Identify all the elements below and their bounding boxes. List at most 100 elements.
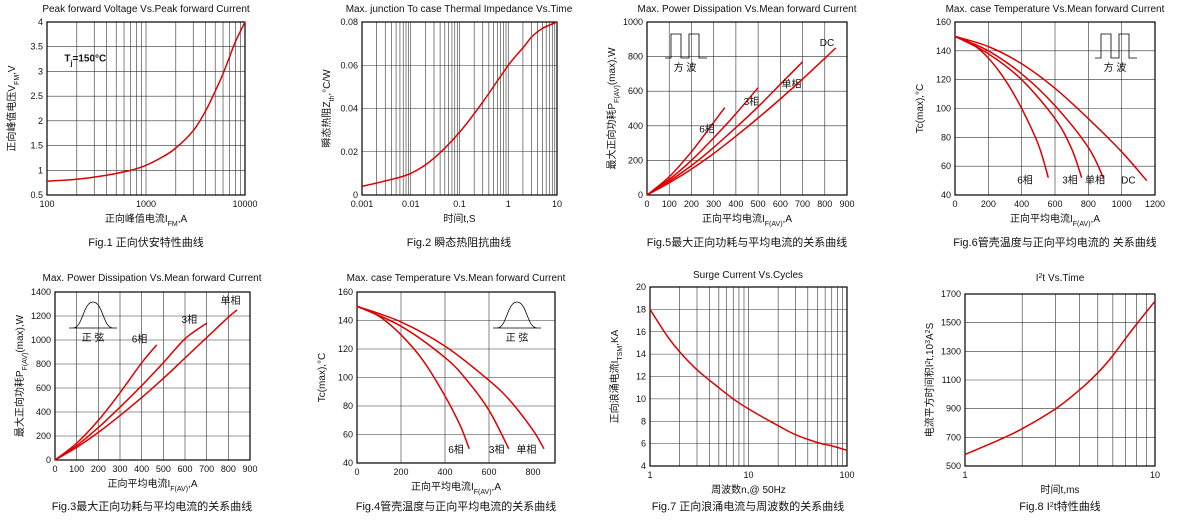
y-tick-label: 600: [36, 383, 51, 393]
y-tick-label: 3: [38, 66, 43, 76]
y-axis-label: 正向峰值电压VFM,V: [5, 65, 21, 152]
temperature-annotation: Tj=150°C: [64, 54, 106, 68]
sine-wave-icon: [69, 301, 117, 329]
plot-frame: [54, 291, 251, 461]
chart-title: Peak forward Voltage Vs.Peak forward Cur…: [42, 4, 250, 15]
series-line-1: [646, 87, 759, 196]
x-tick-label: 0.1: [453, 199, 466, 209]
x-tick-label: 700: [795, 199, 810, 209]
y-tick-label: 500: [946, 461, 961, 471]
y-tick-label: 2: [38, 116, 43, 126]
x-tick-label: 0.01: [402, 199, 420, 209]
waveform-label: 正 弦: [506, 331, 529, 344]
x-tick-label: 10: [1150, 470, 1160, 480]
y-tick-label: 200: [36, 431, 51, 441]
y-tick-label: 1200: [31, 311, 51, 321]
series-label: 3相: [182, 313, 198, 326]
x-tick-label: 200: [684, 199, 699, 209]
plot-frame: [46, 21, 246, 196]
x-tick-label: 10: [743, 470, 753, 480]
x-tick-label: 10000: [232, 199, 257, 209]
series-line: [361, 21, 558, 188]
series-line-2: [646, 61, 804, 196]
x-tick-label: 0: [952, 199, 957, 209]
y-tick-label: 160: [936, 17, 951, 27]
square-wave-icon: [665, 33, 707, 59]
y-tick-label: 60: [343, 430, 353, 440]
x-tick-label: 300: [706, 199, 721, 209]
x-tick-label: 1: [506, 199, 511, 209]
y-tick-label: 0: [353, 190, 358, 200]
y-tick-label: 1: [38, 165, 43, 175]
y-tick-label: 8: [641, 416, 646, 426]
series-label: DC: [1121, 175, 1135, 186]
figure-caption: Fig.3最大正向功耗与平均电流的关系曲线: [52, 499, 252, 513]
x-tick-label: 100: [662, 199, 677, 209]
y-tick-label: 10: [636, 394, 646, 404]
x-tick-label: 10: [552, 199, 562, 209]
series-label: 单相: [781, 78, 801, 91]
x-tick-label: 800: [221, 464, 236, 474]
y-tick-label: 140: [936, 46, 951, 56]
x-axis-label: 正向平均电流IF(AV),A: [702, 212, 792, 228]
fig7-chart: 1 10 100 4 6 8 10 12 14 16 18 20 Surge Current Vs.Cy…: [608, 270, 855, 513]
y-axis-label: 最大正向功耗PF(AV)(max),W: [13, 314, 29, 437]
figure-caption: Fig.4管壳温度与正向平均电流的关系曲线: [356, 499, 556, 513]
x-tick-label: 600: [177, 464, 192, 474]
y-tick-label: 0: [638, 190, 643, 200]
y-tick-label: 1400: [31, 287, 51, 297]
y-axis-label: 正向浪涌电流ITSM,KA: [608, 329, 624, 423]
x-tick-label: 800: [1081, 199, 1096, 209]
grid: [47, 22, 245, 195]
x-tick-label: 400: [1014, 199, 1029, 209]
x-tick-label: 300: [112, 464, 127, 474]
sine-wave-icon: [493, 301, 541, 329]
y-tick-label: 1.5: [30, 141, 43, 151]
x-tick-label: 600: [481, 467, 496, 477]
y-axis-label: 电流平方时间积I2t,103A2S: [923, 322, 936, 437]
plot-frame: [356, 291, 556, 464]
figure-caption: Fig.5最大正向功耗与平均电流的关系曲线: [647, 235, 847, 249]
series-line-0: [954, 35, 1050, 178]
y-tick-label: 120: [338, 344, 353, 354]
y-tick-label: 800: [628, 52, 643, 62]
y-tick-label: 6: [641, 439, 646, 449]
y-tick-label: 2.5: [30, 91, 43, 101]
fig1-chart: 100 1000 10000 0.5 1 1.5 2 2.5 3 3.5 4 Peak forward…: [5, 4, 258, 249]
x-tick-label: 100: [39, 199, 54, 209]
x-tick-label: 900: [839, 199, 854, 209]
y-tick-label: 16: [636, 327, 646, 337]
x-tick-label: 600: [773, 199, 788, 209]
plot-frame: [649, 286, 848, 467]
y-tick-label: 120: [936, 75, 951, 85]
series-label: DC: [820, 38, 834, 49]
y-axis-label: 最大正向功耗PF(AV)(max),W: [605, 47, 621, 170]
square-wave-icon: [1095, 33, 1137, 59]
series-label: 6相: [132, 332, 148, 345]
y-tick-label: 60: [941, 161, 951, 171]
chart-title: Max. Power Dissipation Vs.Mean forward C…: [43, 273, 262, 284]
x-tick-label: 1200: [1145, 199, 1165, 209]
x-tick-label: 0.001: [351, 199, 374, 209]
x-tick-label: 0: [52, 464, 57, 474]
y-tick-label: 1000: [31, 335, 51, 345]
x-tick-label: 400: [728, 199, 743, 209]
x-axis-label: 时间t,ms: [1041, 483, 1080, 496]
y-tick-label: 80: [941, 132, 951, 142]
x-axis-label: 时间t,S: [443, 212, 476, 225]
series-label: 6相: [448, 443, 464, 456]
grid: [362, 22, 557, 195]
x-axis-label: 正向峰值电流IFM,A: [105, 212, 188, 228]
series-label: 6相: [699, 123, 715, 136]
series-line-2: [356, 305, 545, 450]
y-axis-label: Tc(max),°C: [317, 353, 328, 403]
y-tick-label: 14: [636, 349, 646, 359]
y-tick-label: 400: [36, 407, 51, 417]
y-tick-label: 4: [38, 17, 43, 27]
y-tick-label: 0: [46, 455, 51, 465]
x-tick-label: 800: [525, 467, 540, 477]
y-tick-label: 100: [338, 373, 353, 383]
y-tick-label: 1000: [623, 17, 643, 27]
y-tick-label: 20: [636, 282, 646, 292]
